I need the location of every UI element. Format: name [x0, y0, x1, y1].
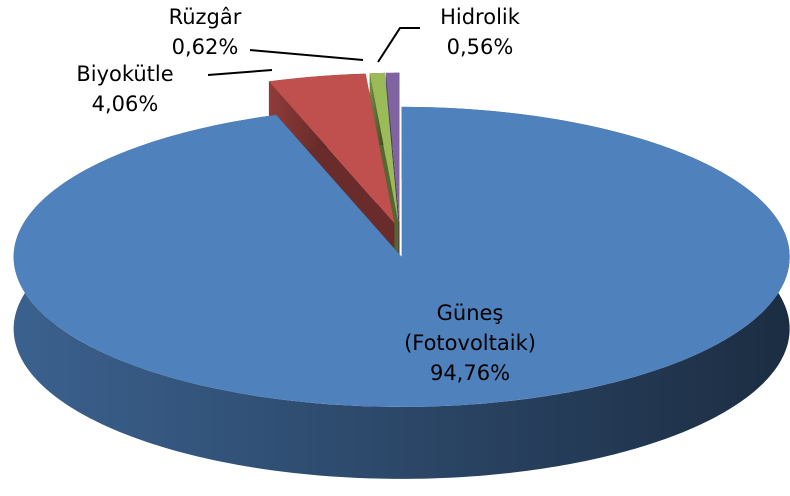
value-label: 94,76%	[430, 361, 510, 385]
category-label: Biyokütle	[76, 62, 173, 86]
slice	[268, 73, 395, 224]
label-line: Güneş	[437, 301, 504, 325]
category-label: Güneş (Fotovoltaik)	[404, 301, 536, 355]
slice	[369, 72, 399, 223]
value-label: 0,56%	[447, 35, 514, 59]
value-label: 0,62%	[172, 35, 239, 59]
leader-line	[377, 27, 420, 63]
slice	[385, 72, 400, 223]
leader-line	[249, 49, 364, 61]
category-label: Rüzgâr	[169, 5, 242, 29]
slice	[13, 106, 790, 407]
label-line: (Fotovoltaik)	[404, 331, 536, 355]
leader-line	[207, 69, 273, 76]
value-label: 4,06%	[92, 92, 159, 116]
category-label: Hidrolik	[440, 5, 521, 29]
